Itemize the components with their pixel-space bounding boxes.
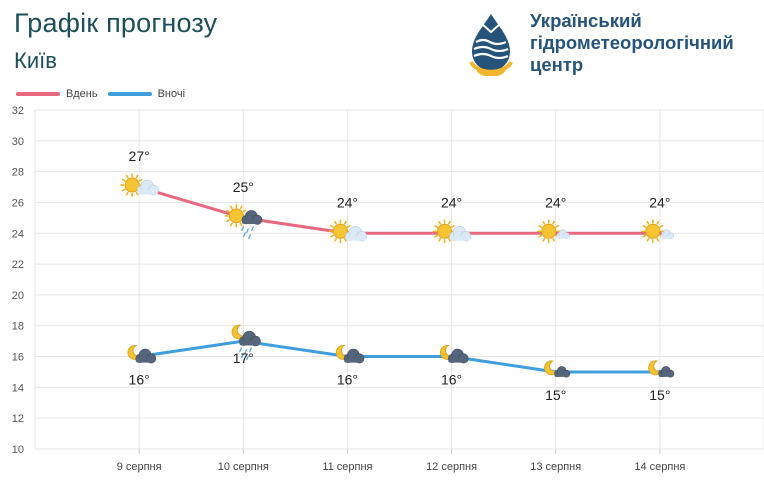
data-label-day: 24° [337,194,358,210]
cloud-shape [658,366,675,378]
data-label-night: 16° [129,372,150,388]
org-name-line-2: гідрометеорологічний [530,32,734,53]
water-drop-logo-icon [469,14,513,76]
cloud-shape [135,348,157,364]
cloud-shape [241,210,263,225]
data-label-day: 24° [441,194,462,210]
data-label-night: 17° [233,350,254,366]
series-line-day [137,185,662,235]
y-tick-label: 30 [12,136,24,148]
rain-drops [239,347,252,361]
y-tick-label: 24 [12,228,24,240]
sun-shape [224,204,249,228]
x-tick-label: 9 серпня [117,461,162,473]
sun-shape [641,219,665,244]
legend-label-night: Вночі [157,88,186,100]
sun-cloud-icon [328,219,367,244]
temperature-chart: 10 12 14 16 18 20 22 24 26 28 30 32 9 серпня 10 серпн… [12,105,764,473]
y-tick-label: 12 [12,413,24,425]
data-label-night: 16° [337,372,358,388]
moon-small-cloud-icon [544,360,571,378]
cloud-shape [447,348,469,364]
chart-legend: Вдень Вночі [16,86,195,102]
sun-cloud-rain-icon [224,204,263,240]
organization-name: Український гідрометеорологічний центр [530,10,734,76]
rain-drops [241,226,254,240]
x-tick-label: 12 серпня [426,461,477,473]
cloud-shape [449,225,472,242]
y-tick-label: 16 [12,352,24,364]
org-name-line-3: центр [530,54,584,75]
city-name: Київ [14,48,57,73]
legend-item-night[interactable]: Вночі [107,88,186,100]
x-tick-label: 14 серпня [634,461,685,473]
org-name-line-1: Український [530,10,642,31]
data-label-day: 25° [233,179,254,195]
cloud-shape [136,179,159,196]
data-label-day: 27° [129,148,150,164]
sun-cloud-icon [120,173,159,197]
data-label-day: 24° [649,194,670,210]
moon-small-cloud-icon [648,360,675,378]
y-tick-label: 10 [12,444,24,456]
cloud-shape [345,225,367,242]
data-label-night: 15° [545,387,566,403]
legend-swatch-day [16,92,60,96]
moon-cloud-icon [335,345,365,364]
cloud-shape [554,366,571,378]
cloud-shape [239,330,261,347]
cloud-shape [556,229,570,240]
y-tick-label: 20 [12,290,24,302]
y-tick-label: 22 [12,259,24,271]
data-label-night: 15° [649,387,670,403]
sun-shape [328,219,353,244]
grid [34,109,764,450]
organization-logo-block[interactable]: Український гідрометеорологічний центр [468,8,764,80]
y-tick-label: 28 [12,167,24,179]
legend-label-day: Вдень [66,88,98,100]
x-tick-label: 11 серпня [322,461,372,473]
y-tick-label: 14 [12,382,24,394]
sun-shape [432,219,457,244]
cloud-shape [343,348,365,364]
moon-cloud-icon [439,345,469,364]
moon-cloud-rain-icon [231,324,261,361]
y-tick-label: 32 [12,105,24,117]
x-tick-label: 10 серпня [218,461,269,473]
data-label-night: 16° [441,372,462,388]
sun-cloud-icon [432,219,472,244]
cloud-shape [660,229,675,240]
sun-small-cloud-icon [641,219,675,244]
legend-item-day[interactable]: Вдень [16,88,98,100]
moon-cloud-icon [127,345,157,364]
sun-small-cloud-icon [536,219,570,244]
x-tick-label: 13 серпня [530,461,581,473]
series-line-night [137,339,662,374]
y-tick-label: 26 [12,197,24,209]
sun-shape [536,219,561,244]
legend-swatch-night [107,92,152,96]
data-label-day: 24° [545,194,566,210]
y-tick-label: 18 [12,321,24,333]
page-title: Графік прогнозу [14,8,218,38]
